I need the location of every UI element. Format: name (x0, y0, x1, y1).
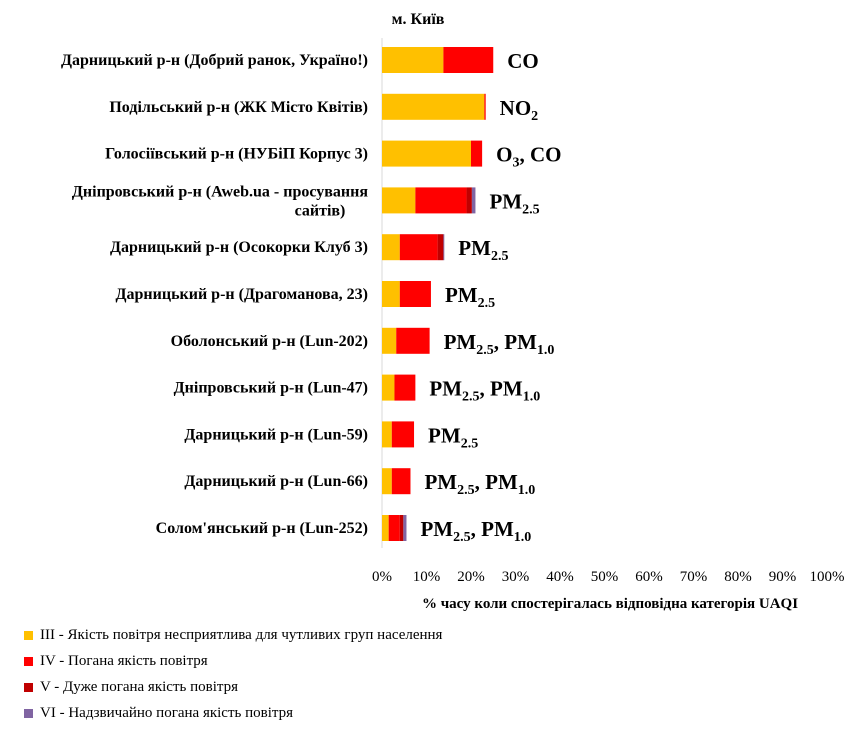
bar-segment (382, 327, 397, 354)
bar-annotation: PM2.5, PM1.0 (420, 517, 531, 545)
bar-annotation: CO (507, 49, 539, 73)
category-label: Дарницький р-н (Драгоманова, 23) (116, 286, 369, 303)
chart-legend: III - Якість повітря несприятлива для чу… (24, 622, 442, 726)
category-label: Солом'янський р-н (Lun-252) (156, 520, 368, 537)
x-tick-label: 10% (413, 569, 441, 585)
x-tick-label: 90% (769, 569, 797, 585)
legend-swatch (24, 682, 33, 692)
bar-segment (382, 93, 485, 120)
category-label: Дарницький р-н (Осокорки Клуб 3) (110, 239, 368, 256)
bar-segment (382, 187, 416, 214)
bar-segment (466, 187, 472, 214)
category-label: Дарницький р-н (Lun-66) (184, 473, 368, 490)
category-label: Дарницький р-н (Добрий ранок, Україно!) (61, 52, 368, 69)
bar-annotation: NO2 (500, 96, 539, 124)
x-tick-label: 40% (546, 569, 574, 585)
bar-segment (396, 327, 430, 354)
bar-segment (443, 47, 494, 73)
legend-label: V - Дуже погана якість повітря (40, 678, 239, 695)
bar-segment (382, 374, 395, 401)
category-label: Подільський р-н (ЖК Місто Квітів) (109, 99, 368, 116)
bar-segment (391, 421, 415, 448)
bar-annotation: PM2.5 (445, 283, 495, 311)
legend-swatch (24, 630, 33, 640)
bar-segment (484, 93, 486, 120)
bar-segment (382, 281, 400, 307)
bar-annotation: PM2.5, PM1.0 (429, 377, 540, 405)
bar-segment (394, 374, 416, 401)
x-tick-label: 80% (724, 569, 752, 585)
bar-segment (403, 515, 407, 541)
category-label: Дніпровський р-н (Aweb.ua - просування са… (72, 183, 368, 219)
x-tick-label: 20% (457, 569, 485, 585)
x-tick-label: 50% (591, 569, 619, 585)
x-tick-label: 70% (680, 569, 708, 585)
bar-segment (399, 234, 438, 261)
bar-segment (382, 468, 392, 495)
bar-segment (471, 187, 476, 214)
legend-item: IV - Погана якість повітря (24, 648, 442, 674)
legend-label: IV - Погана якість повітря (40, 652, 208, 669)
bar-annotation: PM2.5 (489, 189, 539, 217)
bar-segment (443, 234, 445, 261)
bar-segment (471, 140, 483, 167)
category-label: Дніпровський р-н (Lun-47) (174, 380, 368, 397)
legend-item: V - Дуже погана якість повітря (24, 674, 442, 700)
bar-segment (391, 468, 411, 495)
bar-annotation: PM2.5 (428, 423, 478, 451)
bar-segment (399, 281, 431, 307)
bar-segment (382, 515, 389, 541)
legend-swatch (24, 656, 33, 666)
category-label: Дарницький р-н (Lun-59) (184, 426, 368, 443)
bar-segment (382, 234, 400, 261)
x-tick-label: 100% (810, 569, 845, 585)
bar-segment (415, 187, 467, 214)
bar-segment (382, 140, 471, 167)
legend-label: VI - Надзвичайно погана якість повітря (40, 704, 294, 721)
legend-item: VI - Надзвичайно погана якість повітря (24, 700, 442, 726)
bar-annotation: PM2.5 (458, 236, 508, 264)
category-label: Оболонський р-н (Lun-202) (171, 333, 368, 350)
legend-item: III - Якість повітря несприятлива для чу… (24, 622, 442, 648)
legend-swatch (24, 708, 33, 718)
category-label: Голосіївський р-н (НУБіП Корпус 3) (105, 146, 368, 163)
x-tick-label: 60% (635, 569, 663, 585)
bar-segment (399, 515, 404, 541)
bar-annotation: PM2.5, PM1.0 (424, 470, 535, 498)
bar-annotation: PM2.5, PM1.0 (444, 330, 555, 358)
x-tick-label: 0% (372, 569, 392, 585)
bar-annotation: O3, CO (496, 143, 561, 171)
chart-title: м. Київ (392, 11, 445, 28)
x-axis-label: % часу коли спостерігалась відповідна ка… (422, 596, 798, 612)
bar-segment (437, 234, 444, 261)
bar-segment (388, 515, 400, 541)
bar-segment (382, 47, 444, 73)
legend-label: III - Якість повітря несприятлива для чу… (40, 626, 443, 643)
x-tick-label: 30% (502, 569, 530, 585)
bar-segment (382, 421, 392, 448)
